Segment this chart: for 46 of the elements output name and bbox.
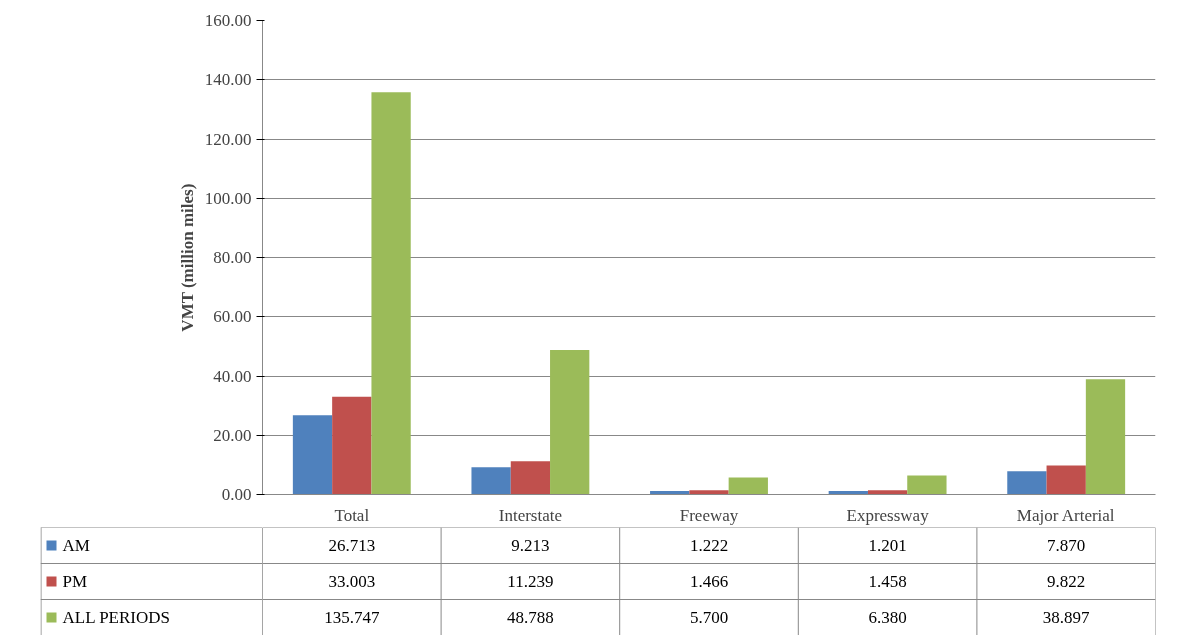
data-label: 26.713 <box>328 536 376 555</box>
y-axis-title: VMT (million miles) <box>177 183 197 332</box>
data-label: 6.380 <box>868 608 907 627</box>
x-tick-label: Freeway <box>679 505 739 525</box>
data-label: 9.213 <box>511 536 550 555</box>
bar <box>371 92 411 495</box>
bar <box>907 475 947 495</box>
bar <box>292 415 333 495</box>
bar <box>1007 471 1047 495</box>
y-tick-label: 100.00 <box>204 188 252 208</box>
x-tick-label: Major Arterial <box>1016 505 1115 525</box>
y-tick-label: 0.00 <box>221 485 252 504</box>
bar <box>471 467 511 495</box>
x-tick-label: Total <box>334 505 370 525</box>
bar <box>1046 465 1086 495</box>
data-label: 1.466 <box>689 572 729 591</box>
y-tick-label: 120.00 <box>204 129 252 149</box>
y-tick-label: 40.00 <box>213 366 252 386</box>
legend-label: ALL PERIODS <box>62 608 171 627</box>
legend-label: AM <box>62 536 90 555</box>
data-label: 7.870 <box>1047 536 1086 555</box>
bar <box>510 461 551 495</box>
data-label: 11.239 <box>507 572 554 591</box>
bar <box>689 490 729 495</box>
bar <box>867 490 908 495</box>
y-tick-label: 160.00 <box>204 11 252 30</box>
bar <box>550 349 590 495</box>
legend-label: PM <box>62 572 88 591</box>
bar <box>728 477 768 495</box>
data-label: 135.747 <box>324 608 380 627</box>
data-label: 48.788 <box>507 608 554 627</box>
data-label: 9.822 <box>1047 572 1086 591</box>
y-tick-label: 140.00 <box>204 70 252 90</box>
bar <box>1085 379 1126 495</box>
y-tick-label: 60.00 <box>213 307 252 327</box>
data-label: 38.897 <box>1042 608 1091 627</box>
y-tick-label: 80.00 <box>213 248 252 267</box>
data-label: 5.700 <box>689 608 729 627</box>
data-label: 1.222 <box>689 536 729 555</box>
bar <box>332 396 372 495</box>
data-label: 1.458 <box>868 572 907 591</box>
data-label: 1.201 <box>868 536 907 555</box>
x-tick-label: Interstate <box>498 505 563 525</box>
x-tick-label: Expressway <box>846 505 930 525</box>
y-tick-label: 20.00 <box>213 425 252 445</box>
data-label: 33.003 <box>328 572 376 591</box>
